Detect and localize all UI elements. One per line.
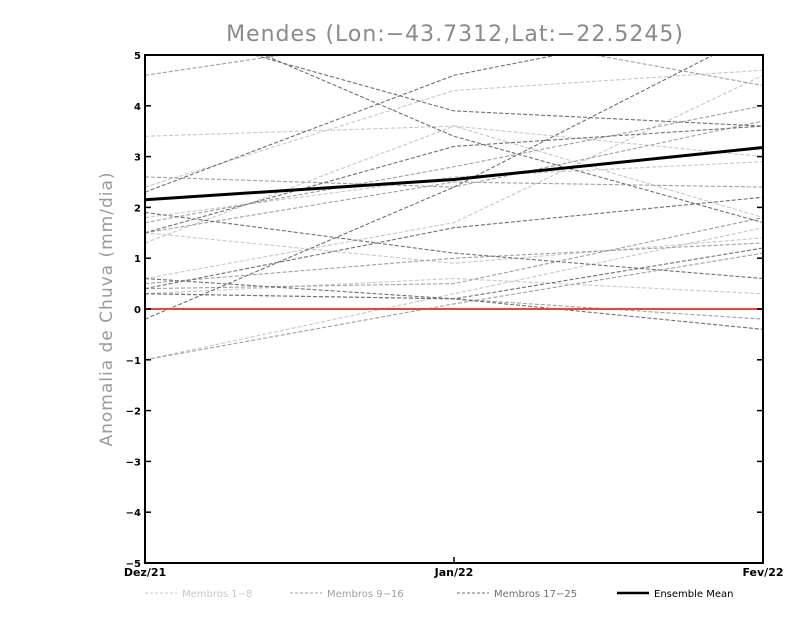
y-tick-label: 1 (134, 254, 141, 265)
member-line-13 (145, 55, 763, 87)
member-line-18 (145, 55, 560, 193)
member-line-2 (145, 69, 763, 188)
member-line-20 (145, 211, 763, 280)
y-tick-label: −4 (126, 508, 141, 519)
member-line-14 (145, 293, 763, 320)
ensemble-mean-line (145, 145, 763, 202)
ensemble-mean-layer (145, 145, 763, 202)
member-line-12 (145, 252, 763, 361)
y-tick-label: −2 (126, 407, 141, 418)
y-tick-label: 4 (134, 102, 141, 113)
member-line-4 (145, 227, 763, 361)
member-line-8 (145, 74, 763, 280)
member-line-5 (145, 125, 763, 219)
member-line-19 (145, 125, 763, 234)
legend-label: Ensemble Mean (654, 589, 733, 600)
member-line-11 (145, 242, 763, 285)
member-line-16 (145, 217, 763, 290)
member-line-9 (145, 120, 763, 188)
legend-label: Membros 1−8 (182, 589, 252, 600)
y-tick-label: −3 (126, 457, 141, 468)
legend: Membros 1−8 Membros 9−16 Membros 17−25 Ense… (145, 589, 733, 600)
member-line-25 (145, 247, 763, 300)
x-tick-label: Jan/22 (434, 566, 474, 579)
member-line-1 (145, 125, 763, 244)
member-line-10 (145, 181, 763, 234)
y-tick-label: 0 (134, 305, 141, 316)
member-line-23 (145, 196, 763, 290)
member-line-15 (145, 105, 763, 224)
legend-label: Membros 17−25 (494, 589, 577, 600)
y-tick-label: 3 (134, 153, 141, 164)
member-line-6 (145, 277, 763, 295)
x-tick-label: Fev/22 (742, 566, 783, 579)
member-line-24 (262, 55, 763, 224)
y-tick-label: 2 (134, 203, 141, 214)
member-line-7 (145, 232, 763, 264)
legend-label: Membros 9−16 (327, 589, 404, 600)
y-tick-label: 5 (134, 51, 141, 62)
member-line-17 (145, 55, 715, 320)
member-line-22 (252, 55, 763, 127)
y-axis-label: Anomalia de Chuva (mm/dia) (97, 171, 117, 446)
y-tick-label: −1 (126, 356, 141, 367)
x-axis-ticks: Dez/21 Jan/22 Fev/22 (124, 557, 784, 579)
y-tick-label: −5 (126, 559, 141, 570)
series-layer (145, 55, 763, 361)
chart-title: Mendes (Lon:−43.7312,Lat:−22.5245) (226, 22, 684, 47)
y-axis-ticks: −5 −4 −3 −2 −1 0 1 2 3 4 5 (126, 51, 763, 570)
x-tick-label: Dez/21 (124, 566, 166, 579)
